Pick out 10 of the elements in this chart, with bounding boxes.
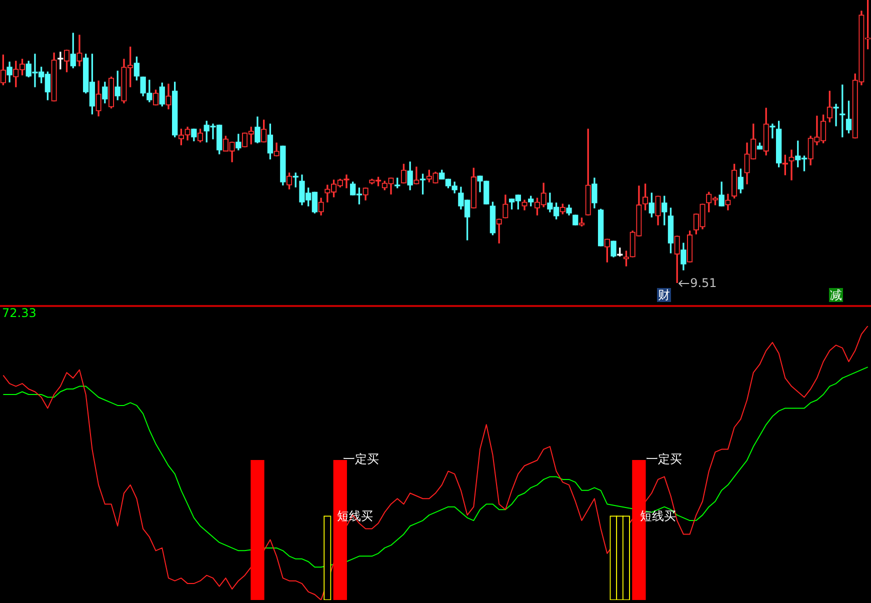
text: 财: [657, 288, 671, 302]
annotation: 一定买: [343, 452, 379, 466]
candlestick: [833, 104, 839, 126]
text: 72.33: [2, 306, 36, 320]
annotation: 9.51: [690, 276, 717, 290]
annotation: 一定买: [646, 452, 682, 466]
text: 减: [829, 288, 843, 302]
candlestick: [496, 218, 502, 244]
candlestick: [770, 124, 776, 138]
candlestick: [788, 150, 794, 180]
